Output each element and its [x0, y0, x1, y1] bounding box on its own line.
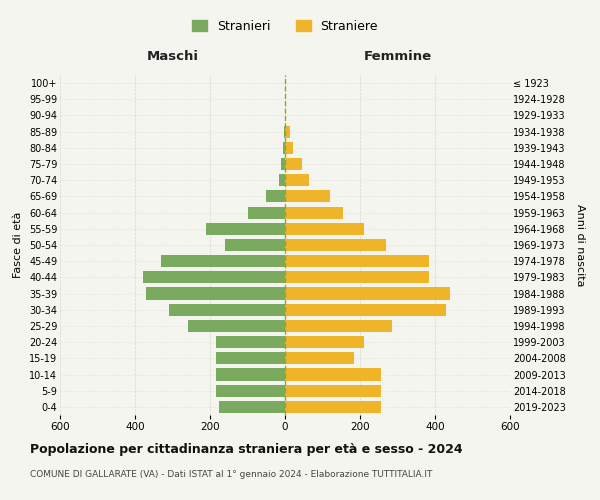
Bar [281, 158, 285, 170]
Bar [285, 384, 380, 397]
Bar [285, 190, 330, 202]
Legend: Stranieri, Straniere: Stranieri, Straniere [192, 20, 378, 33]
Bar [285, 320, 392, 332]
Bar [220, 401, 285, 413]
Bar [215, 384, 285, 397]
Bar [285, 401, 380, 413]
Bar [215, 352, 285, 364]
Bar [285, 239, 386, 251]
Bar [206, 222, 285, 235]
Bar [215, 336, 285, 348]
Text: Maschi: Maschi [146, 50, 199, 62]
Bar [285, 288, 450, 300]
Bar [285, 174, 310, 186]
Bar [285, 352, 355, 364]
Text: COMUNE DI GALLARATE (VA) - Dati ISTAT al 1° gennaio 2024 - Elaborazione TUTTITAL: COMUNE DI GALLARATE (VA) - Dati ISTAT al… [30, 470, 433, 479]
Bar [285, 368, 380, 380]
Bar [280, 174, 285, 186]
Bar [248, 206, 285, 218]
Bar [146, 288, 285, 300]
Bar [285, 158, 302, 170]
Bar [285, 126, 290, 138]
Bar [285, 255, 430, 268]
Bar [285, 272, 430, 283]
Bar [266, 190, 285, 202]
Bar [225, 239, 285, 251]
Bar [285, 142, 293, 154]
Bar [284, 126, 285, 138]
Bar [169, 304, 285, 316]
Bar [285, 206, 343, 218]
Bar [285, 304, 446, 316]
Bar [215, 368, 285, 380]
Text: Popolazione per cittadinanza straniera per età e sesso - 2024: Popolazione per cittadinanza straniera p… [30, 442, 463, 456]
Y-axis label: Fasce di età: Fasce di età [13, 212, 23, 278]
Bar [143, 272, 285, 283]
Bar [161, 255, 285, 268]
Bar [285, 222, 364, 235]
Bar [187, 320, 285, 332]
Y-axis label: Anni di nascita: Anni di nascita [575, 204, 585, 286]
Bar [285, 336, 364, 348]
Bar [283, 142, 285, 154]
Text: Femmine: Femmine [364, 50, 431, 62]
